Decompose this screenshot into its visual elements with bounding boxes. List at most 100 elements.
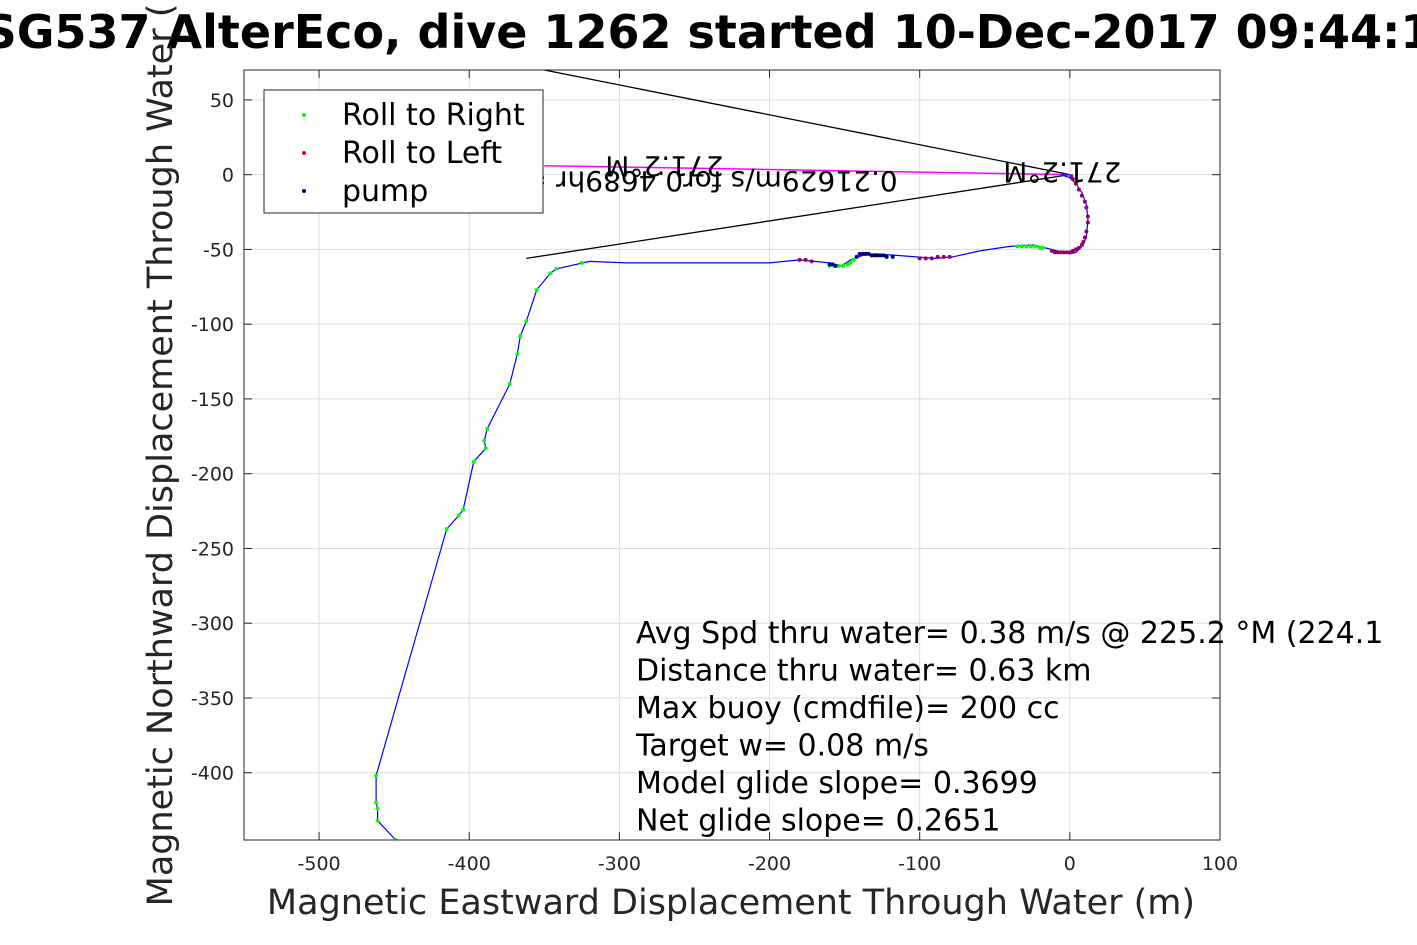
data-point — [444, 527, 449, 532]
data-point — [515, 352, 520, 357]
x-axis-label: Magnetic Eastward Displacement Through W… — [267, 883, 1195, 923]
data-point — [1058, 250, 1063, 255]
y-tick-label: -400 — [191, 763, 234, 785]
stats-annotation-line: Model glide slope= 0.3699 — [636, 766, 1038, 801]
data-point — [1073, 247, 1078, 252]
data-point — [1070, 248, 1075, 253]
data-point — [935, 254, 940, 259]
x-tick-label: 0 — [1064, 853, 1076, 875]
data-point — [884, 254, 889, 259]
legend-marker-roll-left — [302, 151, 306, 155]
data-point — [827, 262, 832, 267]
data-point — [875, 253, 880, 258]
stats-annotation-line: Max buoy (cmdfile)= 200 cc — [636, 691, 1060, 726]
y-tick-label: 50 — [210, 90, 234, 112]
series-roll-to-left — [797, 174, 1090, 264]
data-point — [866, 251, 871, 256]
data-point — [482, 438, 487, 443]
data-point — [857, 251, 862, 256]
data-point — [854, 254, 859, 259]
data-point — [534, 287, 539, 292]
x-tick-label: -300 — [598, 853, 641, 875]
data-point — [1024, 244, 1029, 249]
data-point — [375, 818, 380, 823]
data-point — [1055, 250, 1060, 255]
legend-label-pump: pump — [342, 174, 428, 209]
y-tick-label: -350 — [191, 688, 234, 710]
y-tick-label: -100 — [191, 314, 234, 336]
data-point — [375, 806, 380, 811]
data-point — [483, 446, 488, 451]
data-point — [1082, 199, 1087, 204]
legend-marker-roll-right — [302, 113, 306, 117]
stats-annotation-line: Target w= 0.08 m/s — [635, 729, 929, 764]
data-point — [1084, 205, 1089, 210]
y-tick-label: -200 — [191, 464, 234, 486]
data-point — [1052, 250, 1057, 255]
x-tick-label: -200 — [748, 853, 791, 875]
data-point — [860, 251, 865, 256]
y-tick-label: 0 — [222, 165, 234, 187]
y-tick-label: -50 — [203, 239, 234, 261]
data-point — [485, 426, 490, 431]
y-tick-label: -250 — [191, 538, 234, 560]
data-point — [803, 257, 808, 262]
data-point — [1073, 181, 1078, 186]
data-point — [797, 257, 802, 262]
data-point — [1037, 245, 1042, 250]
data-point — [881, 253, 886, 258]
data-point — [456, 513, 461, 518]
series-roll-to-right — [374, 244, 1045, 840]
data-point — [1085, 220, 1090, 225]
data-point — [548, 271, 553, 276]
data-point — [845, 262, 850, 267]
data-point — [1070, 177, 1075, 182]
data-point — [917, 256, 922, 261]
y-tick-label: -150 — [191, 389, 234, 411]
data-point — [851, 257, 856, 262]
data-point — [836, 263, 841, 268]
axes-frame — [243, 69, 1221, 841]
data-point — [809, 259, 814, 264]
data-point — [929, 256, 934, 261]
legend-label-roll-left: Roll to Left — [342, 136, 502, 171]
x-tick-label: -500 — [298, 853, 341, 875]
data-point — [1081, 239, 1086, 244]
stats-annotation-line: Net glide slope= 0.2651 — [636, 804, 1000, 839]
data-point — [554, 266, 559, 271]
data-point — [1076, 245, 1081, 250]
data-point — [1079, 242, 1084, 247]
data-point — [1028, 244, 1033, 249]
data-point — [863, 251, 868, 256]
rotated-heading-label: 271.2°M — [605, 150, 723, 183]
data-point — [1067, 250, 1072, 255]
stats-annotation-line: Avg Spd thru water= 0.38 m/s @ 225.2 °M … — [636, 616, 1383, 651]
data-point — [1076, 187, 1081, 192]
data-point — [374, 800, 379, 805]
chart-title: SG537 AlterEco, dive 1262 started 10-Dec… — [0, 5, 1417, 59]
data-point — [890, 254, 895, 259]
data-point — [507, 381, 512, 386]
data-point — [923, 256, 928, 261]
data-point — [471, 459, 476, 464]
data-point — [1040, 245, 1045, 250]
x-tick-label: -100 — [898, 853, 941, 875]
legend-box — [263, 89, 544, 214]
series-pump — [827, 251, 895, 268]
legend: Roll to Right Roll to Left pump — [263, 89, 544, 214]
data-point — [579, 260, 584, 265]
data-point — [1079, 193, 1084, 198]
data-point — [830, 262, 835, 267]
data-point — [1085, 214, 1090, 219]
data-point — [872, 253, 877, 258]
data-point — [1033, 244, 1038, 249]
x-tick-label: -400 — [448, 853, 491, 875]
data-point — [848, 260, 853, 265]
data-point — [941, 254, 946, 259]
data-point — [1082, 235, 1087, 240]
annotation-block: Avg Spd thru water= 0.38 m/s @ 225.2 °M … — [635, 616, 1383, 839]
data-point — [947, 254, 952, 259]
data-point — [374, 773, 379, 778]
data-point — [461, 507, 466, 512]
